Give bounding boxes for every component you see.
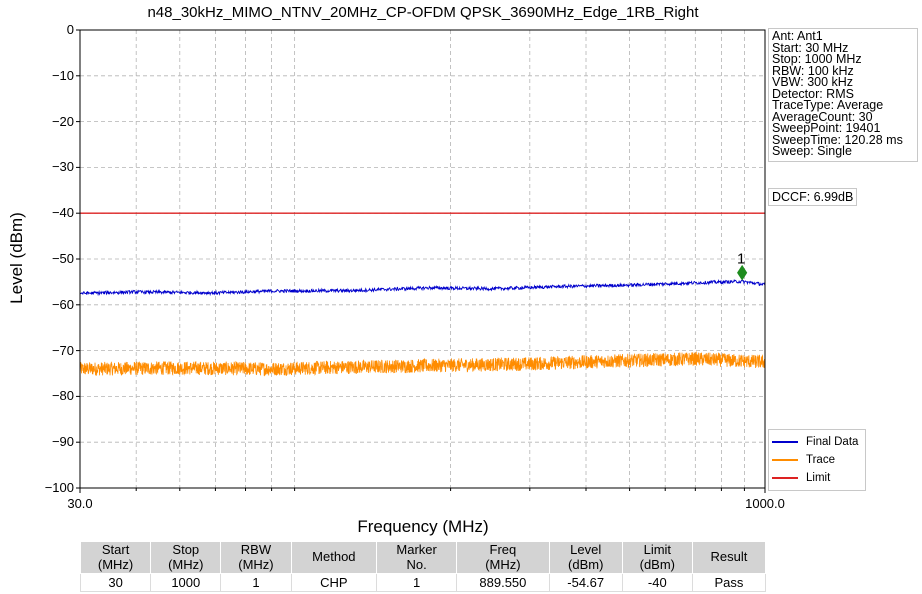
dccf-box: DCCF: 6.99dB bbox=[768, 188, 858, 206]
header-unit: (MHz) bbox=[97, 556, 134, 572]
info-line: Detector: RMS bbox=[772, 86, 854, 101]
info-line: Stop: 1000 MHz bbox=[772, 52, 862, 66]
info-line: VBW: 300 kHz bbox=[772, 75, 854, 89]
series-line-final-data bbox=[79, 278, 766, 351]
legend-label: Limit bbox=[806, 472, 831, 484]
y-tick-label: −90 bbox=[51, 434, 74, 450]
header-method: Method bbox=[290, 541, 378, 574]
header-text: Start bbox=[101, 542, 130, 557]
cell-result: Pass bbox=[691, 573, 767, 592]
cell-rbw: 1 bbox=[220, 573, 292, 592]
result-table-header: Start (MHz) Stop (MHz) RBW (MHz) Method Mar… bbox=[79, 541, 767, 574]
info-line: AverageCount: 30 bbox=[772, 109, 873, 124]
header-unit: (dBm) bbox=[568, 556, 604, 572]
marker-label: 1 bbox=[737, 251, 745, 268]
header-start: Start (MHz) bbox=[79, 541, 152, 574]
header-text: RBW bbox=[240, 542, 272, 557]
info-line: RBW: 100 kHz bbox=[772, 63, 854, 78]
header-text: Stop bbox=[172, 542, 200, 557]
header-marker: Marker No. bbox=[376, 541, 458, 574]
info-line: SweepPoint: 19401 bbox=[772, 121, 881, 135]
result-table: Start (MHz) Stop (MHz) RBW (MHz) Method Mar… bbox=[79, 541, 767, 592]
measurement-info-box: Ant: Ant1 Start: 30 MHz Stop: 1000 MHz R… bbox=[768, 28, 918, 162]
y-tick-label: −30 bbox=[51, 159, 74, 175]
cell-start: 30 bbox=[79, 573, 152, 592]
legend-label: Trace bbox=[806, 454, 835, 466]
info-line: SweepTime: 120.28 ms bbox=[772, 132, 903, 147]
header-text: Result bbox=[710, 549, 748, 565]
chart-title: n48_30kHz_MIMO_NTNV_20MHz_CP-OFDM QPSK_3… bbox=[147, 4, 699, 21]
header-freq: Freq (MHz) bbox=[456, 541, 550, 574]
header-text: Level bbox=[570, 542, 602, 557]
cell-stop: 1000 bbox=[150, 573, 222, 592]
series-line-trace bbox=[79, 351, 766, 377]
legend: Final Data Trace Limit bbox=[768, 429, 866, 491]
header-text: Limit bbox=[643, 542, 672, 557]
legend-item-limit: Limit bbox=[772, 469, 862, 487]
y-tick-label: −20 bbox=[51, 113, 74, 129]
legend-label: Final Data bbox=[806, 436, 859, 448]
info-line: Start: 30 MHz bbox=[772, 40, 849, 55]
y-axis-label: Level (dBm) bbox=[7, 212, 26, 304]
info-line: TraceType: Average bbox=[772, 98, 884, 112]
header-text: Method bbox=[312, 549, 356, 565]
cell-method: CHP bbox=[290, 573, 378, 592]
legend-swatch bbox=[772, 477, 798, 479]
header-unit: No. bbox=[406, 556, 427, 572]
y-tick-label: −80 bbox=[51, 388, 74, 404]
header-text: Freq bbox=[489, 542, 517, 557]
grid bbox=[80, 30, 765, 488]
marker-point bbox=[737, 264, 748, 281]
tick-layer bbox=[76, 29, 766, 493]
cell-marker-no: 1 bbox=[376, 573, 458, 592]
header-unit: (MHz) bbox=[238, 556, 274, 572]
series-layer bbox=[79, 212, 766, 377]
header-stop: Stop (MHz) bbox=[150, 541, 222, 574]
x-axis-label: Frequency (MHz) bbox=[357, 517, 489, 536]
table-row: 30 1000 1 CHP 1 889.550 -54.67 -40 Pass bbox=[79, 573, 767, 592]
legend-item-final-data: Final Data bbox=[772, 433, 862, 451]
legend-swatch bbox=[772, 441, 798, 443]
header-level: Level (dBm) bbox=[548, 541, 623, 574]
y-tick-label: −70 bbox=[51, 342, 74, 358]
cell-limit: -40 bbox=[621, 573, 693, 592]
header-limit: Limit (dBm) bbox=[621, 541, 693, 574]
y-tick-label: −100 bbox=[44, 480, 74, 495]
cell-freq: 889.550 bbox=[456, 573, 550, 592]
header-rbw: RBW (MHz) bbox=[220, 541, 292, 574]
header-unit: (MHz) bbox=[168, 556, 204, 572]
x-tick-label: 1000.0 bbox=[745, 496, 785, 511]
legend-swatch bbox=[772, 459, 798, 461]
legend-item-trace: Trace bbox=[772, 451, 862, 469]
x-tick-label: 30.0 bbox=[67, 496, 93, 511]
y-tick-label: −40 bbox=[51, 205, 74, 221]
y-tick-label: −10 bbox=[51, 67, 74, 83]
header-unit: (dBm) bbox=[639, 556, 676, 572]
header-text: Marker bbox=[396, 542, 437, 557]
y-tick-label: 0 bbox=[66, 22, 74, 37]
marker-layer: 1 bbox=[737, 251, 748, 281]
y-tick-label: −60 bbox=[51, 296, 74, 312]
cell-level: -54.67 bbox=[548, 573, 623, 592]
info-line: Ant: Ant1 bbox=[772, 29, 823, 43]
y-tick-label: −50 bbox=[51, 251, 74, 266]
header-result: Result bbox=[691, 541, 767, 574]
info-line: Sweep: Single bbox=[772, 144, 852, 158]
header-unit: (MHz) bbox=[485, 556, 521, 572]
